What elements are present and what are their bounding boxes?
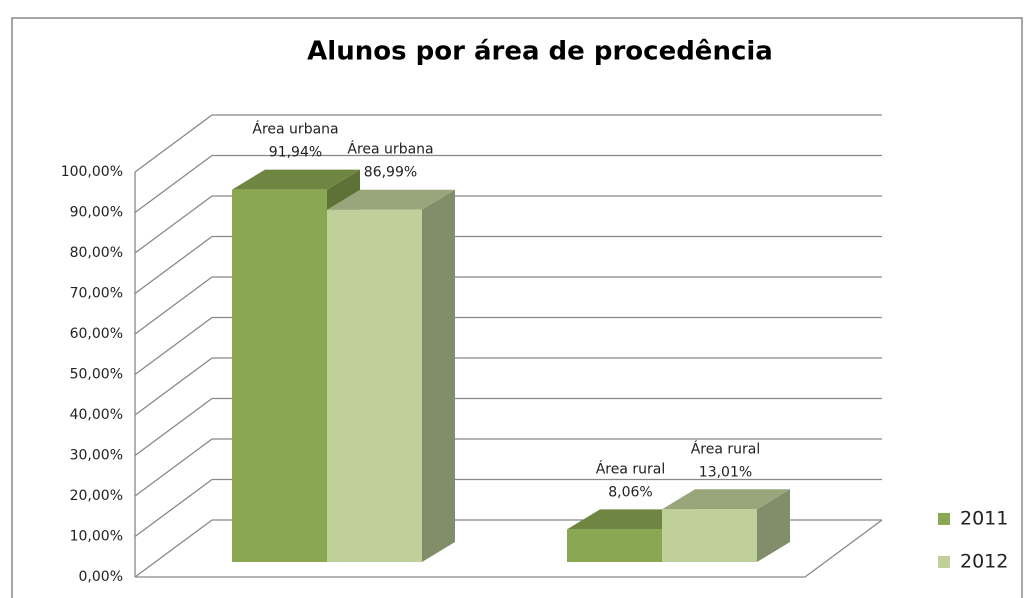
bar xyxy=(327,209,422,563)
bar xyxy=(232,189,327,562)
legend-label: 2011 xyxy=(960,508,1008,530)
y-tick-label: 70,00% xyxy=(70,286,123,302)
data-label-category: Área urbana xyxy=(252,121,338,138)
y-tick-label: 80,00% xyxy=(70,245,123,261)
y-tick-label: 20,00% xyxy=(70,488,123,504)
chart-title: Alunos por área de procedência xyxy=(307,37,773,67)
bar-side xyxy=(757,489,790,562)
data-label: 86,99% xyxy=(364,165,417,181)
tick-diagonal xyxy=(134,195,213,254)
legend-swatch xyxy=(938,556,950,568)
data-label: 8,06% xyxy=(608,484,652,500)
y-tick-label: 50,00% xyxy=(70,367,123,383)
y-tick-label: 10,00% xyxy=(70,529,123,545)
data-label-category: Área urbana xyxy=(347,141,433,158)
y-tick-label: 90,00% xyxy=(70,205,123,221)
bar xyxy=(567,529,662,562)
data-label: 13,01% xyxy=(699,464,752,480)
data-label: 91,94% xyxy=(269,145,322,161)
tick-diagonal xyxy=(134,357,213,416)
tick-diagonal xyxy=(134,519,213,578)
tick-diagonal xyxy=(134,316,213,376)
legend-label: 2012 xyxy=(960,551,1008,573)
chart-border xyxy=(11,17,1023,598)
tick-diagonal xyxy=(134,478,213,538)
bar-side xyxy=(422,189,455,563)
data-label-category: Área rural xyxy=(596,460,666,477)
y-tick-label: 0,00% xyxy=(79,569,123,585)
tick-diagonal xyxy=(134,154,213,214)
data-label-category: Área rural xyxy=(691,440,761,457)
legend-swatch xyxy=(938,513,950,525)
bar-top xyxy=(327,189,455,210)
y-tick-label: 100,00% xyxy=(61,164,123,180)
y-tick-label: 40,00% xyxy=(70,407,123,423)
tick-diagonal xyxy=(134,235,213,295)
bar-top xyxy=(232,169,360,190)
y-tick-label: 30,00% xyxy=(70,448,123,464)
bar xyxy=(662,509,757,562)
bar-top xyxy=(662,489,790,510)
tick-diagonal xyxy=(134,114,213,173)
tick-diagonal xyxy=(134,276,213,335)
y-tick-label: 60,00% xyxy=(70,326,123,342)
floor xyxy=(135,519,883,578)
tick-diagonal xyxy=(134,397,213,457)
tick-diagonal xyxy=(134,438,213,497)
